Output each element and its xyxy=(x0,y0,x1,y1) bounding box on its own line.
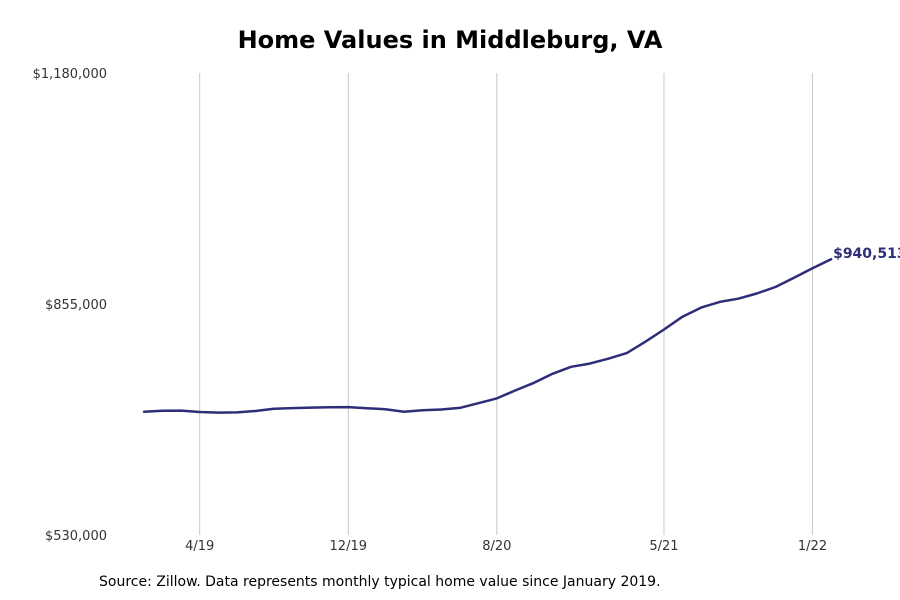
y-axis-labels: $530,000 $855,000 $1,180,000 xyxy=(33,67,107,544)
series-layer xyxy=(142,257,833,414)
y-tick-label: $1,180,000 xyxy=(33,67,107,82)
series-line xyxy=(142,257,833,414)
x-axis-labels: 4/19 12/19 8/20 5/21 1/22 xyxy=(185,539,827,554)
x-tick-label: 5/21 xyxy=(649,539,678,554)
source-note: Source: Zillow. Data represents monthly … xyxy=(99,574,661,590)
x-tick-label: 8/20 xyxy=(482,539,511,554)
x-tick-label: 4/19 xyxy=(185,539,214,554)
x-tick-label: 12/19 xyxy=(330,539,367,554)
x-tick-label: 1/22 xyxy=(798,539,827,554)
chart-title: Home Values in Middleburg, VA xyxy=(237,26,663,54)
annotation-layer: $940,513 xyxy=(833,246,900,262)
end-value-label: $940,513 xyxy=(833,246,900,262)
y-tick-label: $530,000 xyxy=(45,529,107,544)
y-tick-label: $855,000 xyxy=(45,298,107,313)
gridlines xyxy=(199,73,814,535)
